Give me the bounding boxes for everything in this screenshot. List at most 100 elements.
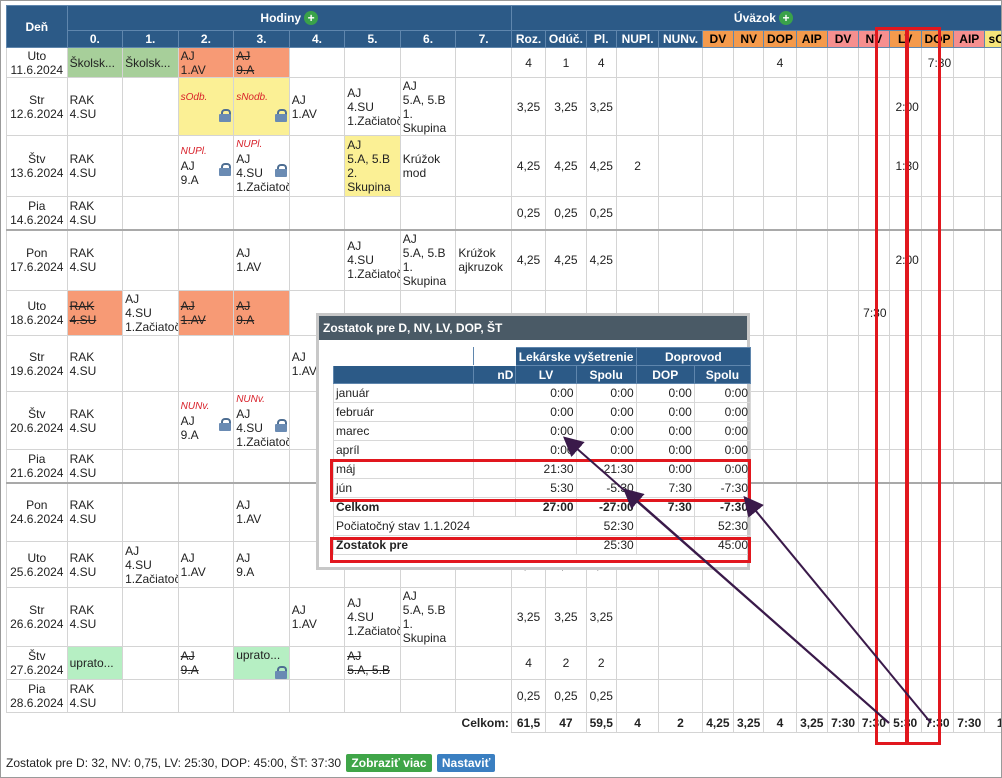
lesson-cell[interactable]: AJ 1.AV [177, 47, 235, 78]
lesson-cell[interactable] [122, 135, 179, 197]
lesson-cell[interactable]: RAK 4.SU [66, 481, 124, 542]
header-stat-6: NV [733, 30, 765, 48]
lesson-cell[interactable] [233, 449, 290, 483]
lesson-cell[interactable] [399, 679, 457, 713]
lesson-cell[interactable] [122, 481, 179, 542]
lesson-cell[interactable]: AJ 5.A, 5.B 1. Skupina [399, 228, 457, 291]
lesson-cell[interactable] [288, 47, 346, 78]
lesson-cell[interactable] [288, 646, 346, 680]
lesson-cell[interactable]: NUPl. AJ 9.A [177, 135, 235, 197]
lesson-cell[interactable]: AJ 4.SU 1.Začiatoč [122, 541, 179, 588]
lesson-cell[interactable]: AJ 1.AV [233, 481, 290, 542]
lesson-cell[interactable]: RAK 4.SU [66, 135, 124, 197]
lesson-cell[interactable]: AJ 4.SU 1.Začiatoč [344, 77, 401, 136]
lesson-cell[interactable] [177, 196, 235, 230]
lesson-cell[interactable]: RAK 4.SU [66, 541, 124, 588]
lesson-cell[interactable] [177, 481, 235, 542]
lesson-cell[interactable] [233, 335, 290, 392]
lesson-cell[interactable] [122, 335, 179, 392]
lesson-line: 4.SU [69, 512, 97, 527]
lesson-cell[interactable] [177, 679, 235, 713]
lesson-cell[interactable] [455, 587, 512, 647]
stat-cell [701, 228, 735, 291]
lesson-cell[interactable] [288, 135, 346, 197]
lesson-cell[interactable]: RAK 4.SU [66, 290, 124, 336]
lesson-cell[interactable] [233, 587, 290, 647]
lesson-cell[interactable] [177, 449, 235, 483]
lesson-cell[interactable]: AJ 9.A [233, 47, 290, 78]
lesson-cell[interactable]: AJ 5.A, 5.B 1. Skupina [399, 587, 457, 647]
lesson-cell[interactable] [455, 135, 512, 197]
lesson-cell[interactable]: Školsk... [66, 47, 124, 78]
lesson-cell[interactable]: AJ 4.SU 1.Začiatoč [344, 587, 401, 647]
lesson-cell[interactable]: AJ 9.A [233, 541, 290, 588]
lesson-cell[interactable] [288, 196, 346, 230]
lesson-cell[interactable]: uprato... [233, 646, 290, 680]
lesson-cell[interactable]: RAK 4.SU [66, 335, 124, 392]
lesson-cell[interactable]: NUNv. AJ 4.SU 1.Začiatoč [233, 391, 290, 450]
lesson-cell[interactable]: AJ 1.AV [233, 228, 290, 291]
lesson-cell[interactable] [344, 196, 401, 230]
lesson-cell[interactable] [177, 335, 235, 392]
lesson-cell[interactable] [233, 196, 290, 230]
value-cell: -7:30 [693, 497, 752, 517]
lesson-cell[interactable]: RAK 4.SU [66, 228, 124, 291]
lesson-cell[interactable]: RAK 4.SU [66, 391, 124, 450]
lesson-cell[interactable]: AJ 1.AV [177, 541, 235, 588]
lesson-cell[interactable]: sNodb. [233, 77, 290, 136]
lesson-cell[interactable] [122, 449, 179, 483]
lesson-cell[interactable] [455, 47, 512, 78]
lesson-cell[interactable]: NUPl. AJ 4.SU 1.Začiatoč [233, 135, 290, 197]
add-workload-plus-icon[interactable]: + [778, 11, 793, 26]
lesson-cell[interactable]: RAK 4.SU [66, 587, 124, 647]
lesson-cell[interactable]: AJ 1.AV [288, 587, 346, 647]
lesson-cell[interactable] [122, 391, 179, 450]
lesson-cell[interactable] [455, 77, 512, 136]
stat-cell [826, 228, 860, 291]
lesson-cell[interactable]: RAK 4.SU [66, 77, 124, 136]
lesson-cell[interactable] [122, 679, 179, 713]
lesson-cell[interactable] [399, 196, 457, 230]
lesson-cell[interactable]: RAK 4.SU [66, 449, 124, 483]
lesson-cell[interactable]: sOdb. [177, 77, 235, 136]
lesson-cell[interactable]: AJ 1.AV [288, 77, 346, 136]
lesson-cell[interactable] [177, 228, 235, 291]
lesson-cell[interactable]: AJ 5.A, 5.B [344, 646, 401, 680]
lesson-cell[interactable] [344, 47, 401, 78]
stat-cell [763, 77, 797, 136]
lesson-cell[interactable]: Krúžok mod [399, 135, 457, 197]
lesson-cell[interactable]: RAK 4.SU [66, 196, 124, 230]
lesson-cell[interactable] [122, 228, 179, 291]
lesson-cell[interactable]: AJ 5.A, 5.B 1. Skupina [399, 77, 457, 136]
lesson-cell[interactable] [344, 679, 401, 713]
lesson-cell[interactable] [455, 196, 512, 230]
lesson-cell[interactable]: AJ 4.SU 1.Začiatoč [344, 228, 401, 291]
add-hour-plus-icon[interactable]: + [304, 11, 319, 26]
lesson-cell[interactable]: AJ 4.SU 1.Začiatoč [122, 290, 179, 336]
lesson-cell[interactable] [455, 646, 512, 680]
lesson-cell[interactable] [399, 47, 457, 78]
lesson-cell[interactable]: NUNv. AJ 9.A [177, 391, 235, 450]
lesson-cell[interactable]: AJ 9.A [233, 290, 290, 336]
lesson-cell[interactable] [122, 77, 179, 136]
lesson-cell[interactable] [288, 228, 346, 291]
lesson-note: sNodb. [236, 92, 268, 103]
lesson-cell[interactable] [122, 587, 179, 647]
lesson-cell[interactable]: AJ 9.A [177, 646, 235, 680]
stat-cell: 2:00 [888, 77, 922, 136]
lesson-cell[interactable]: RAK 4.SU [66, 679, 124, 713]
lesson-cell[interactable]: AJ 1.AV [177, 290, 235, 336]
settings-button[interactable]: Nastaviť [436, 754, 496, 772]
show-more-button[interactable]: Zobraziť viac [346, 754, 432, 772]
lesson-cell[interactable]: AJ 5.A, 5.B 2. Skupina [344, 135, 401, 197]
lesson-cell[interactable] [233, 679, 290, 713]
lesson-cell[interactable] [399, 646, 457, 680]
lesson-cell[interactable]: uprato... [66, 646, 124, 680]
lesson-cell[interactable] [288, 679, 346, 713]
lesson-cell[interactable]: Krúžok ajkruzok [455, 228, 512, 291]
lesson-cell[interactable] [177, 587, 235, 647]
lesson-cell[interactable] [122, 646, 179, 680]
lesson-cell[interactable] [122, 196, 179, 230]
lesson-cell[interactable]: Školsk... [122, 47, 179, 78]
lesson-cell[interactable] [455, 679, 512, 713]
